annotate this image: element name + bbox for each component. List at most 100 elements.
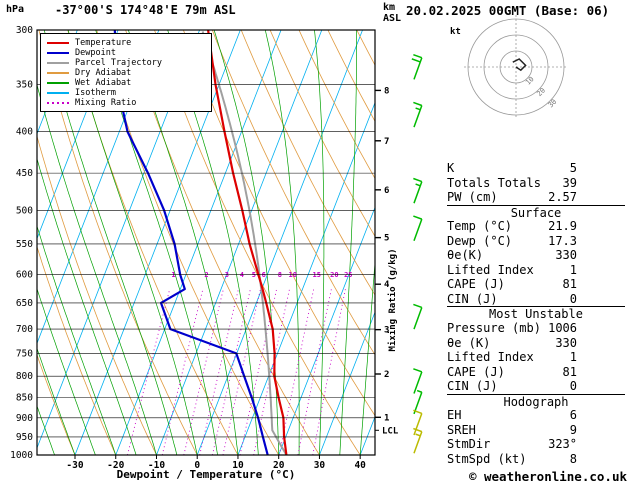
legend-label: Parcel Trajectory bbox=[75, 58, 162, 68]
index-label: StmDir bbox=[447, 437, 491, 452]
index-value: 0 bbox=[569, 291, 577, 306]
svg-text:4: 4 bbox=[384, 280, 390, 290]
index-row: CAPE (J) 81 bbox=[447, 277, 625, 292]
svg-text:1: 1 bbox=[384, 413, 389, 423]
svg-text:LCL: LCL bbox=[382, 426, 399, 436]
svg-text:850: 850 bbox=[16, 393, 33, 404]
svg-text:Mixing Ratio (g/kg): Mixing Ratio (g/kg) bbox=[387, 249, 398, 352]
legend-item-mixing-ratio: Mixing Ratio bbox=[47, 98, 211, 108]
index-label: Lifted Index bbox=[447, 262, 534, 277]
svg-text:300: 300 bbox=[16, 25, 33, 36]
index-value: 323° bbox=[548, 437, 577, 452]
altitude-axis-unit: km ASL bbox=[383, 2, 401, 24]
index-value: 330 bbox=[555, 335, 577, 350]
svg-text:6: 6 bbox=[262, 271, 266, 279]
index-value: 8 bbox=[569, 451, 577, 466]
svg-text:20: 20 bbox=[330, 271, 338, 279]
index-row: EH 6 bbox=[447, 408, 625, 423]
svg-text:kt: kt bbox=[450, 27, 461, 37]
svg-text:450: 450 bbox=[16, 168, 33, 179]
svg-text:7: 7 bbox=[384, 137, 389, 147]
legend-label: Dewpoint bbox=[75, 48, 116, 58]
pressure-axis-unit: hPa bbox=[6, 4, 25, 15]
svg-text:900: 900 bbox=[16, 413, 33, 424]
index-value: 21.9 bbox=[548, 219, 577, 234]
svg-text:800: 800 bbox=[16, 371, 33, 382]
svg-text:10: 10 bbox=[524, 75, 536, 87]
index-label: CIN (J) bbox=[447, 291, 498, 306]
index-row: CAPE (J) 81 bbox=[447, 365, 625, 380]
index-value: 1 bbox=[569, 262, 577, 277]
svg-text:750: 750 bbox=[16, 348, 33, 359]
svg-text:3: 3 bbox=[225, 271, 229, 279]
svg-text:650: 650 bbox=[16, 298, 33, 309]
svg-text:2: 2 bbox=[204, 271, 208, 279]
index-label: θe(K) bbox=[447, 248, 484, 263]
section-header-surface: Surface bbox=[447, 204, 625, 220]
index-label: Temp (°C) bbox=[447, 219, 513, 234]
index-value: 81 bbox=[562, 364, 577, 379]
svg-text:-20: -20 bbox=[107, 460, 124, 471]
index-label: Dewp (°C) bbox=[447, 233, 513, 248]
index-value: 0 bbox=[569, 379, 577, 394]
legend-label: Dry Adiabat bbox=[75, 68, 132, 78]
svg-text:25: 25 bbox=[344, 271, 352, 279]
index-label: Totals Totals bbox=[447, 175, 541, 190]
index-value: 1 bbox=[569, 350, 577, 365]
dewpoint-line-swatch bbox=[47, 52, 69, 54]
index-row: StmDir 323° bbox=[447, 437, 625, 452]
svg-text:600: 600 bbox=[16, 270, 33, 281]
svg-text:30: 30 bbox=[314, 460, 326, 471]
svg-text:20: 20 bbox=[273, 460, 285, 471]
legend-item-dry-adiabat: Dry Adiabat bbox=[47, 68, 211, 78]
index-row: Totals Totals 39 bbox=[447, 176, 625, 191]
index-label: θe (K) bbox=[447, 335, 491, 350]
index-label: EH bbox=[447, 408, 462, 423]
temperature-line-swatch bbox=[47, 42, 69, 44]
index-value: 1006 bbox=[548, 321, 577, 336]
svg-text:10: 10 bbox=[232, 460, 244, 471]
svg-text:950: 950 bbox=[16, 432, 33, 443]
index-row: Lifted Index 1 bbox=[447, 350, 625, 365]
index-row: Dewp (°C) 17.3 bbox=[447, 234, 625, 249]
index-label: StmSpd (kt) bbox=[447, 451, 527, 466]
parcel-line-swatch bbox=[47, 62, 69, 64]
svg-text:700: 700 bbox=[16, 324, 33, 335]
index-row: Temp (°C) 21.9 bbox=[447, 219, 625, 234]
svg-text:3: 3 bbox=[384, 326, 389, 336]
index-value: 39 bbox=[562, 175, 577, 190]
svg-text:550: 550 bbox=[16, 239, 33, 250]
index-label: CAPE (J) bbox=[447, 277, 505, 292]
index-label: SREH bbox=[447, 422, 476, 437]
legend-item-dewpoint: Dewpoint bbox=[47, 48, 211, 58]
svg-text:6: 6 bbox=[384, 186, 389, 196]
index-row: CIN (J) 0 bbox=[447, 292, 625, 307]
svg-text:4: 4 bbox=[240, 271, 244, 279]
legend-item-temperature: Temperature bbox=[47, 38, 211, 48]
legend-item-wet-adiabat: Wet Adiabat bbox=[47, 78, 211, 88]
index-row: CIN (J) 0 bbox=[447, 379, 625, 394]
svg-text:20: 20 bbox=[535, 86, 547, 98]
svg-text:40: 40 bbox=[354, 460, 366, 471]
svg-text:400: 400 bbox=[16, 127, 33, 138]
index-value: 6 bbox=[569, 408, 577, 423]
x-axis-title: Dewpoint / Temperature (°C) bbox=[116, 468, 296, 481]
index-row: θe (K) 330 bbox=[447, 336, 625, 351]
credit: © weatheronline.co.uk bbox=[468, 469, 627, 484]
legend-label: Wet Adiabat bbox=[75, 78, 132, 88]
svg-text:1: 1 bbox=[171, 271, 175, 279]
svg-text:2: 2 bbox=[384, 370, 389, 380]
legend-label: Temperature bbox=[75, 38, 132, 48]
legend-item-parcel: Parcel Trajectory bbox=[47, 58, 211, 68]
index-label: CIN (J) bbox=[447, 379, 498, 394]
dry-adiabat-line-swatch bbox=[47, 72, 69, 74]
isotherm-line-swatch bbox=[47, 92, 69, 94]
svg-text:5: 5 bbox=[252, 271, 256, 279]
index-value: 2.57 bbox=[548, 190, 577, 205]
mixing-ratio-line-swatch bbox=[47, 102, 69, 104]
index-label: PW (cm) bbox=[447, 190, 498, 205]
index-label: Lifted Index bbox=[447, 350, 534, 365]
svg-text:10: 10 bbox=[289, 271, 297, 279]
svg-text:15: 15 bbox=[313, 271, 321, 279]
